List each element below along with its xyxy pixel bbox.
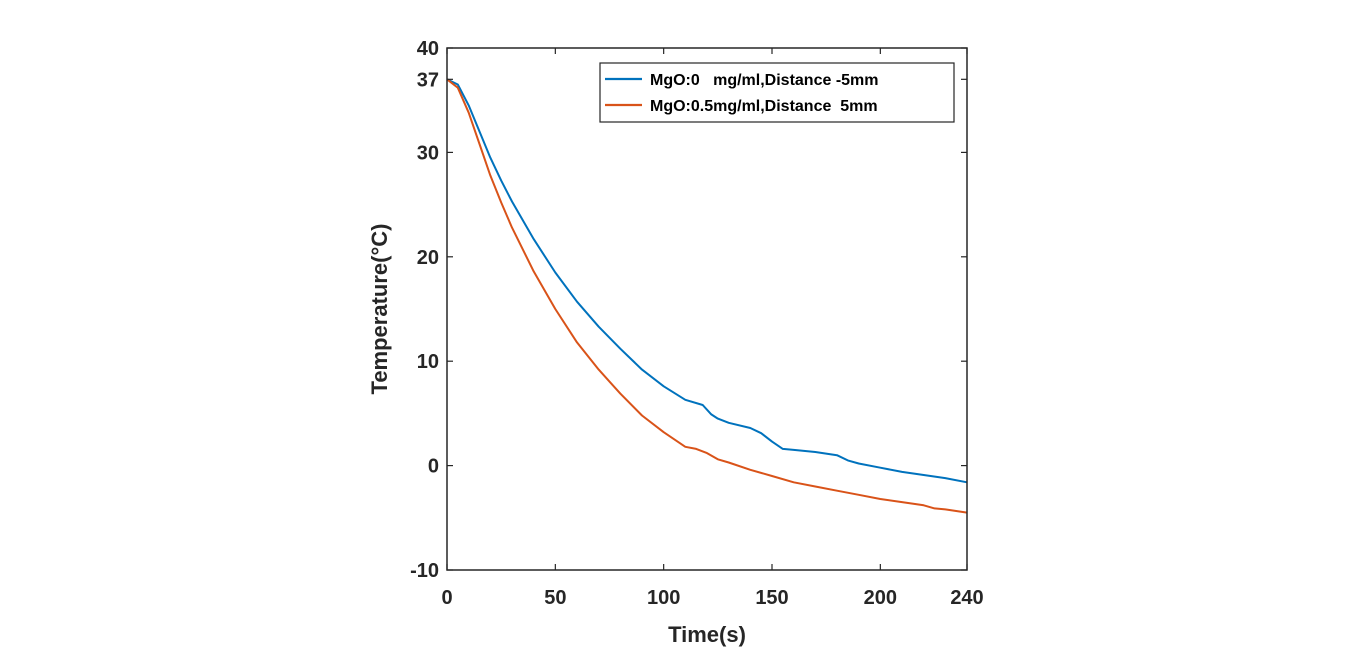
legend-label-0: MgO:0 mg/ml,Distance -5mm: [650, 72, 879, 89]
x-tick-label: 200: [864, 587, 897, 609]
plot-frame: [446, 47, 968, 571]
x-tick-label: 100: [647, 587, 680, 609]
y-axis-title: Temperature(°C): [367, 224, 392, 395]
y-tick-label: 20: [417, 247, 439, 269]
y-tick-label: 10: [417, 351, 439, 373]
plot-background: [447, 48, 967, 570]
x-tick-label: 0: [441, 587, 452, 609]
y-tick-label: -10: [410, 560, 439, 582]
series-line-0: [446, 78, 968, 484]
y-tick-label: 30: [417, 142, 439, 164]
x-tick-label: 50: [544, 587, 566, 609]
legend-box: [599, 62, 955, 123]
x-tick-label: 240: [950, 587, 983, 609]
series-line-1: [446, 78, 968, 514]
y-tick-label: 0: [428, 456, 439, 478]
x-tick-label: 150: [755, 587, 788, 609]
y-tick-label: 40: [417, 38, 439, 60]
y-tick-label: 37: [417, 69, 439, 91]
legend: MgO:0 mg/ml,Distance -5mm MgO:0.5mg/ml,D…: [599, 62, 955, 123]
x-axis-title: Time(s): [668, 622, 746, 647]
series-layer: [446, 78, 968, 514]
legend-label-1: MgO:0.5mg/ml,Distance 5mm: [650, 98, 878, 115]
